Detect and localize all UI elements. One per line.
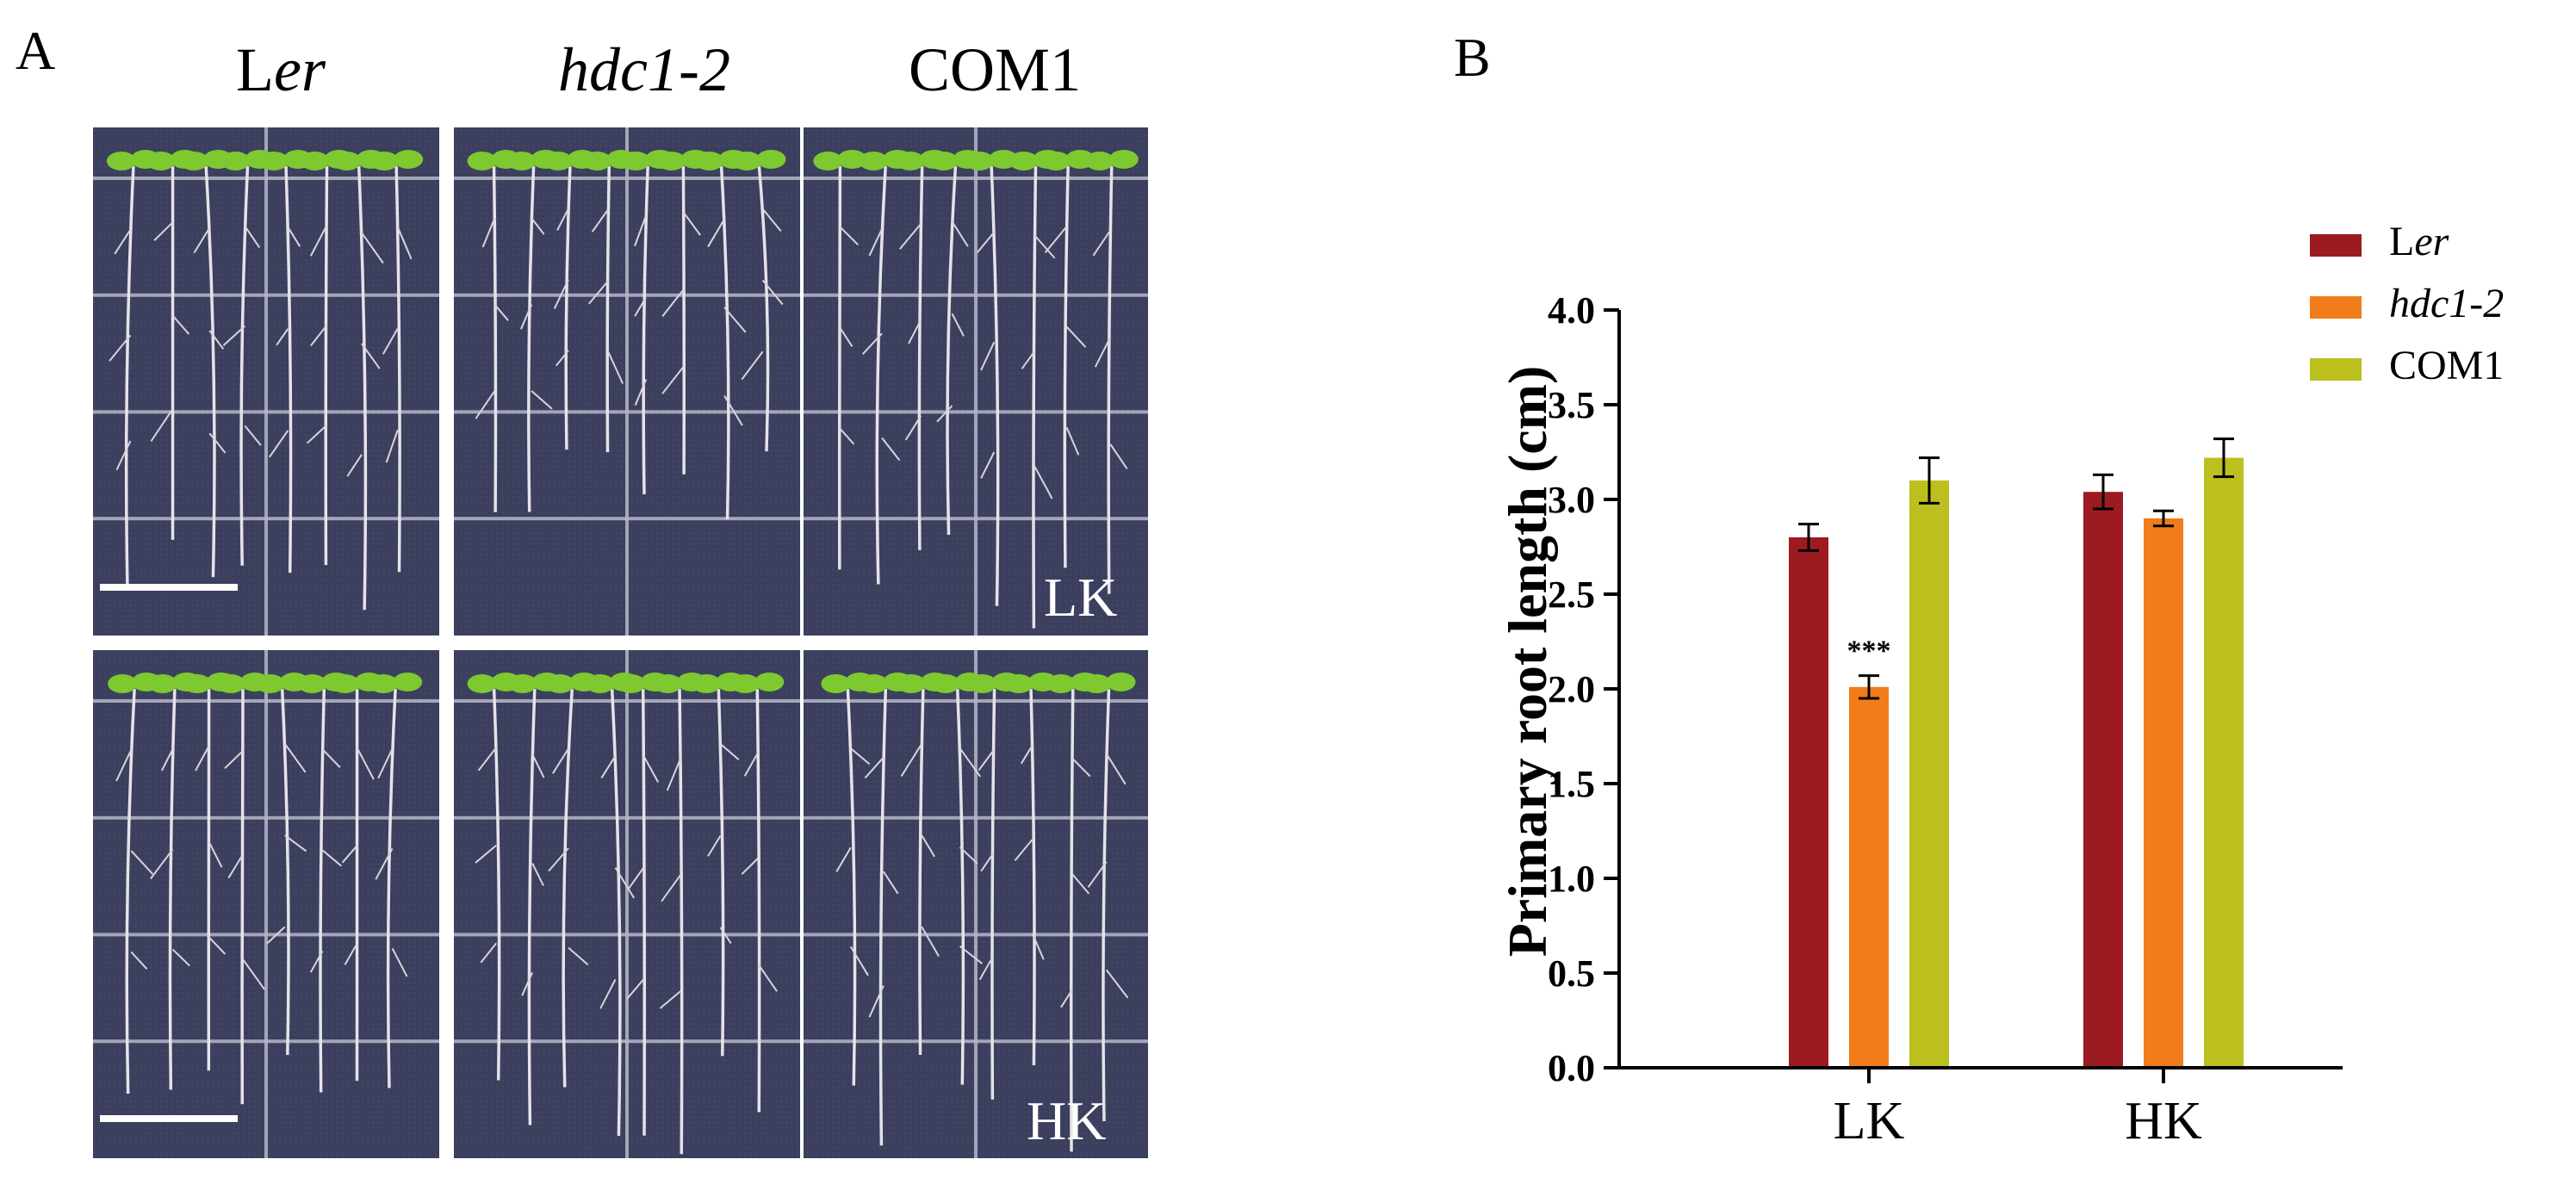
bar-com1-hk bbox=[2204, 457, 2244, 1068]
bar-ler-lk bbox=[1789, 537, 1828, 1068]
legend: Ler hdc1-2 COM1 bbox=[2310, 219, 2504, 388]
error-bar bbox=[1859, 674, 1879, 700]
y-tick-label: 1.0 bbox=[1548, 858, 1595, 900]
error-bar bbox=[2093, 473, 2114, 511]
seedling bbox=[965, 150, 1019, 606]
legend-swatch-ler bbox=[2310, 234, 2362, 257]
seedling bbox=[1082, 673, 1136, 1122]
y-tick-label: 3.0 bbox=[1548, 479, 1595, 521]
seedling bbox=[545, 673, 599, 1088]
y-axis: 0.0 0.5 1.0 1.5 2.0 2.5 3.0 3.5 4.0 bbox=[1548, 289, 1621, 1089]
y-tick-label: 1.5 bbox=[1548, 763, 1595, 805]
x-axis: LK HK bbox=[1619, 1066, 2343, 1150]
y-tick-label: 4.0 bbox=[1548, 289, 1595, 332]
seedling bbox=[369, 673, 423, 1088]
seedling bbox=[216, 673, 270, 1105]
seedling bbox=[369, 150, 424, 573]
condition-label-hk: HK bbox=[1027, 1090, 1106, 1151]
bar-ler-hk bbox=[2083, 492, 2123, 1068]
error-bar bbox=[1798, 523, 1819, 552]
seedling-plates-photo: LK HK bbox=[93, 127, 1148, 1158]
scale-bar bbox=[100, 1115, 238, 1122]
seedling bbox=[732, 150, 786, 452]
bar-com1-lk bbox=[1909, 480, 1949, 1068]
legend-label-ler: Ler bbox=[2389, 219, 2449, 264]
legend-swatch-hdc1-2 bbox=[2310, 296, 2362, 319]
seedling bbox=[730, 673, 785, 1113]
panel-letter-a: A bbox=[16, 20, 56, 81]
y-axis-label: Primary root length (cm) bbox=[1497, 366, 1558, 958]
x-tick-label-lk: LK bbox=[1834, 1092, 1905, 1150]
plate-0-1 bbox=[454, 127, 800, 636]
legend-label-hdc1-2: hdc1-2 bbox=[2389, 281, 2504, 326]
scale-bar bbox=[100, 584, 238, 591]
error-bar bbox=[2213, 437, 2234, 479]
bar-hdc1-2-lk bbox=[1849, 686, 1889, 1068]
condition-label-lk: LK bbox=[1044, 567, 1117, 628]
y-tick-label: 2.5 bbox=[1548, 574, 1595, 616]
plate-1-2 bbox=[804, 650, 1148, 1158]
column-label-com1: COM1 bbox=[908, 35, 1082, 104]
column-label-ler: Ler bbox=[236, 35, 326, 104]
seedling bbox=[1084, 150, 1139, 594]
plate-1-0 bbox=[93, 650, 439, 1158]
significance-annotation: *** bbox=[1847, 636, 1891, 667]
legend-swatch-com1 bbox=[2310, 358, 2362, 381]
y-tick-label: 2.0 bbox=[1548, 668, 1595, 710]
plate-0-2 bbox=[804, 127, 1148, 636]
y-tick-label: 3.5 bbox=[1548, 384, 1595, 426]
column-label-hdc1-2: hdc1-2 bbox=[558, 35, 730, 104]
x-tick-label-hk: HK bbox=[2125, 1092, 2202, 1150]
error-bar bbox=[2153, 509, 2174, 528]
seedling bbox=[813, 150, 867, 570]
seedling bbox=[821, 673, 875, 1086]
legend-label-com1: COM1 bbox=[2389, 343, 2504, 388]
seedling bbox=[1041, 150, 1096, 568]
bar-hdc1-2-hk bbox=[2144, 518, 2183, 1068]
y-tick-label: 0.0 bbox=[1548, 1047, 1595, 1089]
y-tick-label: 0.5 bbox=[1548, 952, 1595, 995]
panel-letter-b: B bbox=[1454, 27, 1491, 88]
plate-0-0 bbox=[93, 127, 439, 636]
error-bar bbox=[1919, 456, 1940, 505]
seedling bbox=[543, 150, 597, 450]
bars: *** bbox=[1789, 437, 2244, 1068]
plate-1-1 bbox=[454, 650, 800, 1158]
